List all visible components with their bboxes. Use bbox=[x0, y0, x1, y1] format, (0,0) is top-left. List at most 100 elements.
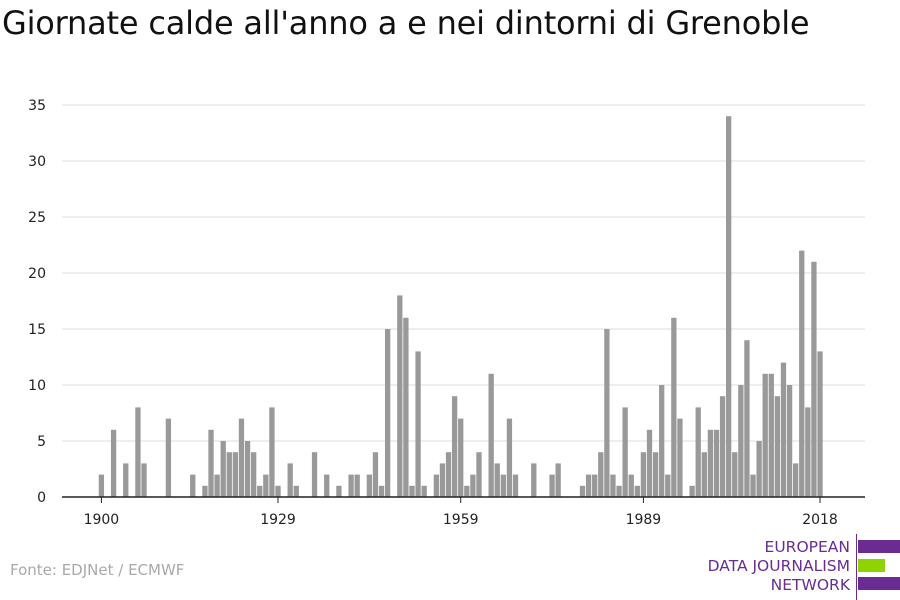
bar-2014 bbox=[793, 463, 799, 497]
y-tick-label: 5 bbox=[37, 434, 46, 450]
x-tick-label: 1900 bbox=[84, 512, 120, 528]
bar-2011 bbox=[774, 396, 781, 497]
bar-1917 bbox=[202, 485, 208, 497]
bar-1902 bbox=[110, 429, 117, 497]
bar-1971 bbox=[531, 463, 537, 497]
bar-1947 bbox=[384, 329, 391, 497]
x-axis-ticks: 1900 1929 1959 1989 2018 bbox=[84, 497, 838, 528]
y-tick-label: 30 bbox=[28, 154, 46, 170]
bar-1962 bbox=[476, 452, 482, 497]
bar-1944 bbox=[366, 474, 373, 497]
bar-2000 bbox=[707, 429, 714, 497]
logo-bar-bottom bbox=[858, 577, 900, 590]
bar-1997 bbox=[689, 485, 695, 497]
bar-1904 bbox=[123, 463, 129, 497]
bar-1952 bbox=[415, 351, 421, 497]
bar-1986 bbox=[622, 407, 628, 497]
y-tick-label: 20 bbox=[28, 266, 46, 282]
logo-line-european: EUROPEAN bbox=[764, 538, 850, 556]
logo-line-data-journalism: DATA JOURNALISM bbox=[707, 557, 850, 575]
bar-1953 bbox=[421, 485, 427, 497]
bar-2006 bbox=[744, 340, 750, 497]
bar-1924 bbox=[244, 441, 251, 497]
bar-1992 bbox=[659, 385, 665, 497]
bar-1968 bbox=[512, 474, 519, 497]
bar-2008 bbox=[756, 441, 762, 497]
y-tick-label: 25 bbox=[28, 210, 46, 226]
bar-1906 bbox=[135, 407, 141, 497]
x-tick-label: 1959 bbox=[443, 512, 479, 528]
bar-1998 bbox=[695, 407, 701, 497]
bar-1937 bbox=[324, 474, 330, 497]
bar-1932 bbox=[293, 485, 299, 497]
bar-2003 bbox=[726, 116, 732, 497]
bar-1920 bbox=[220, 441, 226, 497]
x-tick-label: 1989 bbox=[626, 512, 662, 528]
bar-1990 bbox=[646, 429, 653, 497]
bar-1974 bbox=[549, 474, 555, 497]
bar-1991 bbox=[652, 452, 659, 497]
bar-1987 bbox=[628, 474, 634, 497]
bar-1958 bbox=[451, 396, 458, 497]
bar-1957 bbox=[445, 452, 452, 497]
bar-1988 bbox=[634, 485, 640, 497]
bar-1931 bbox=[287, 463, 293, 497]
bar-1939 bbox=[336, 485, 342, 497]
bar-1949 bbox=[397, 295, 403, 497]
y-axis-labels: 0 5 10 15 20 25 30 35 bbox=[28, 98, 46, 506]
bar-1923 bbox=[238, 418, 245, 497]
bar-1980 bbox=[585, 474, 592, 497]
bar-2001 bbox=[713, 429, 720, 497]
bar-2017 bbox=[811, 261, 817, 497]
bar-2002 bbox=[719, 396, 726, 497]
bar-1989 bbox=[640, 452, 647, 497]
source-note: Fonte: EDJNet / ECMWF bbox=[10, 561, 185, 579]
bar-1925 bbox=[251, 452, 257, 497]
bar-1965 bbox=[494, 463, 500, 497]
bar-1927 bbox=[263, 474, 269, 497]
bar-1984 bbox=[610, 474, 616, 497]
bar-1928 bbox=[269, 407, 275, 497]
bar-2009 bbox=[762, 373, 768, 497]
logo-bar-middle bbox=[858, 559, 885, 572]
bar-1951 bbox=[409, 485, 415, 497]
x-tick-label: 1929 bbox=[260, 512, 296, 528]
bar-1929 bbox=[275, 485, 281, 497]
bar-1907 bbox=[141, 463, 147, 497]
y-tick-label: 35 bbox=[28, 98, 46, 114]
bar-2015 bbox=[799, 250, 805, 497]
bar-1935 bbox=[311, 452, 318, 497]
bar-1983 bbox=[604, 329, 610, 497]
bar-1999 bbox=[701, 452, 707, 497]
bar-1985 bbox=[616, 485, 622, 497]
bar-1955 bbox=[433, 474, 439, 497]
bar-1941 bbox=[348, 474, 354, 497]
bar-1911 bbox=[165, 418, 172, 497]
bar-1993 bbox=[665, 474, 671, 497]
bar-1995 bbox=[677, 418, 683, 497]
bar-1979 bbox=[579, 485, 586, 497]
bar-2018 bbox=[817, 351, 823, 497]
bar-1900 bbox=[98, 474, 105, 497]
bar-1915 bbox=[190, 474, 196, 497]
bar-1921 bbox=[226, 452, 232, 497]
edjnet-logo: EUROPEAN DATA JOURNALISM NETWORK bbox=[700, 532, 900, 600]
y-tick-label: 15 bbox=[28, 322, 46, 338]
bar-1975 bbox=[555, 463, 561, 497]
bar-1918 bbox=[208, 429, 214, 497]
bar-1964 bbox=[488, 373, 494, 497]
chart-title: Giornate calde all'anno a e nei dintorni… bbox=[2, 4, 810, 42]
bar-1961 bbox=[470, 474, 476, 497]
y-tick-label: 10 bbox=[28, 378, 46, 394]
bar-2016 bbox=[805, 407, 811, 497]
bar-2013 bbox=[786, 385, 793, 497]
bar-1942 bbox=[354, 474, 360, 497]
bar-1981 bbox=[592, 474, 598, 497]
bar-1926 bbox=[257, 485, 263, 497]
logo-divider bbox=[856, 534, 857, 600]
bar-1946 bbox=[378, 485, 385, 497]
bar-1966 bbox=[500, 474, 506, 497]
logo-bar-top bbox=[858, 540, 900, 553]
bar-1919 bbox=[214, 474, 220, 497]
